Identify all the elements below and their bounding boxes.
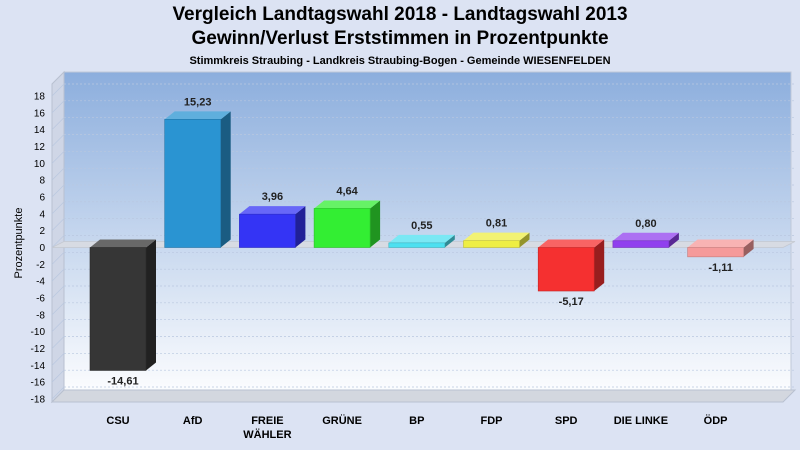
bar [164,119,221,248]
data-label: 15,23 [184,96,212,108]
bar-side [146,239,156,371]
bar-top [463,232,530,241]
grid-line-side [51,201,65,215]
y-tick-label: 6 [39,193,45,204]
bar-top [388,234,455,243]
grid-line-side [51,117,65,130]
y-tick-label: 18 [34,92,46,103]
bar-top [612,232,679,241]
y-tick-label: 12 [34,142,46,153]
data-label: 0,81 [486,218,507,230]
bar [239,213,296,248]
x-tick-label: AfD [183,415,203,427]
y-axis-label: Prozentpunkte [13,208,25,279]
y-tick-label: -10 [31,327,46,338]
grid-line-side [51,235,65,248]
grid-line-side [51,83,65,97]
bar-side [594,239,605,292]
grid-line-side [51,218,65,231]
floor [50,389,797,403]
bar-side [519,232,530,248]
grid-line-side [51,151,65,164]
bar [612,240,670,248]
x-tick-label: DIE LINKE [614,415,668,427]
bar-top [314,200,381,209]
data-label: 3,96 [262,191,283,203]
y-tick-label: 0 [39,243,45,254]
y-tick-label: -8 [36,310,45,321]
y-tick-label: -14 [31,361,46,372]
x-tick-label: FDP [481,415,503,427]
grid-line-side [51,252,65,265]
grid-line-side [51,184,65,198]
x-tick-label: CSU [106,415,129,427]
y-tick-label: -18 [31,395,46,406]
bar-side [220,111,231,248]
bar-side [295,206,306,248]
y-tick-label: 14 [34,125,46,136]
data-label: -1,11 [708,262,732,274]
bar-top [239,206,306,215]
bar-side [668,232,679,248]
x-tick-label: BP [409,415,424,427]
x-tick-label: GRÜNE [322,414,362,427]
x-tick-label: FREIE [251,415,283,427]
y-tick-label: 8 [39,176,45,187]
data-label: -5,17 [559,296,584,308]
bar-side [743,239,754,257]
y-tick-label: -4 [36,277,45,288]
grid-line-side [51,336,65,349]
x-tick-label: SPD [555,415,578,427]
grid-line-side [51,353,65,366]
grid-line-side [51,268,65,282]
grid-line-side [51,386,65,400]
x-tick-label: WÄHLER [243,428,291,441]
bar [313,208,371,248]
y-tick-label: -2 [36,260,45,271]
y-tick-label: -6 [36,294,45,305]
bar [89,247,147,371]
bar-top [164,111,231,120]
y-tick-label: 10 [34,159,46,170]
bar [687,247,744,258]
y-tick-label: -16 [31,378,46,389]
bar-side [444,234,455,248]
bar [463,240,520,248]
grid-line-side [51,302,65,316]
y-tick-label: 4 [39,209,45,220]
data-label: 4,64 [336,185,358,197]
grid-line-side [51,369,65,383]
y-tick-label: 2 [39,226,45,237]
chart-subtitle: Gewinn/Verlust Erststimmen in Prozentpun… [191,28,609,49]
grid-line-side [51,134,65,147]
chart-title: Vergleich Landtagswahl 2018 - Landtagswa… [172,4,628,25]
bar [537,247,595,292]
y-tick-label: -12 [31,344,46,355]
data-label: 0,55 [411,220,432,232]
grid-line-side [51,285,65,299]
grid-line-side [51,319,65,332]
data-label: -14,61 [107,375,138,387]
bar-side [370,200,381,248]
x-tick-label: ÖDP [704,414,728,427]
bar-top [538,239,605,248]
y-tick-label: 16 [34,108,46,119]
grid-line-side [51,167,65,181]
bar-top [90,239,156,248]
data-label: 0,80 [635,218,656,230]
grid-line-side [51,100,65,114]
bar [388,242,446,248]
chart-region: Stimmkreis Straubing - Landkreis Straubi… [189,55,611,67]
bar-top [687,239,754,248]
